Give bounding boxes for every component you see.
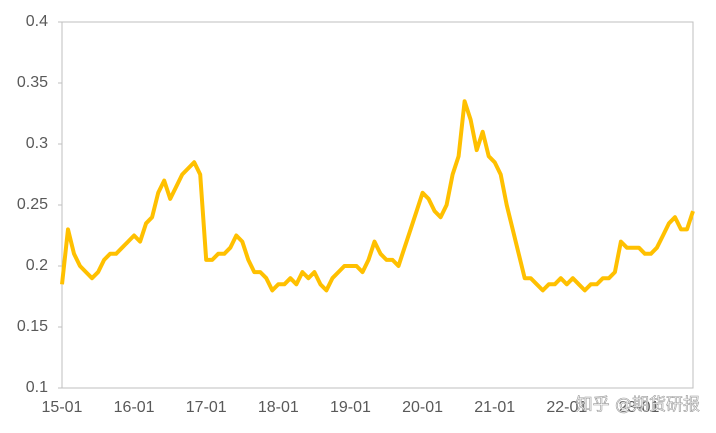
y-tick-label: 0.25 xyxy=(17,196,48,213)
y-tick-label: 0.2 xyxy=(26,257,48,274)
x-tick-label: 22-01 xyxy=(546,399,587,416)
data-line xyxy=(60,99,695,293)
y-tick-label: 0.1 xyxy=(26,379,48,396)
x-tick-label: 18-01 xyxy=(258,399,299,416)
x-tick-label: 15-01 xyxy=(42,399,83,416)
y-tick-label: 0.4 xyxy=(26,13,48,30)
x-tick-label: 16-01 xyxy=(114,399,155,416)
x-tick-label: 17-01 xyxy=(186,399,227,416)
y-tick-label: 0.35 xyxy=(17,74,48,91)
x-tick-label: 20-01 xyxy=(402,399,443,416)
watermark: 知乎 @期货研报 xyxy=(576,395,700,415)
x-tick-label: 23-01 xyxy=(618,399,659,416)
x-tick-label: 21-01 xyxy=(474,399,515,416)
x-tick-label: 19-01 xyxy=(330,399,371,416)
y-tick-label: 0.3 xyxy=(26,135,48,152)
y-tick-label: 0.15 xyxy=(17,318,48,335)
